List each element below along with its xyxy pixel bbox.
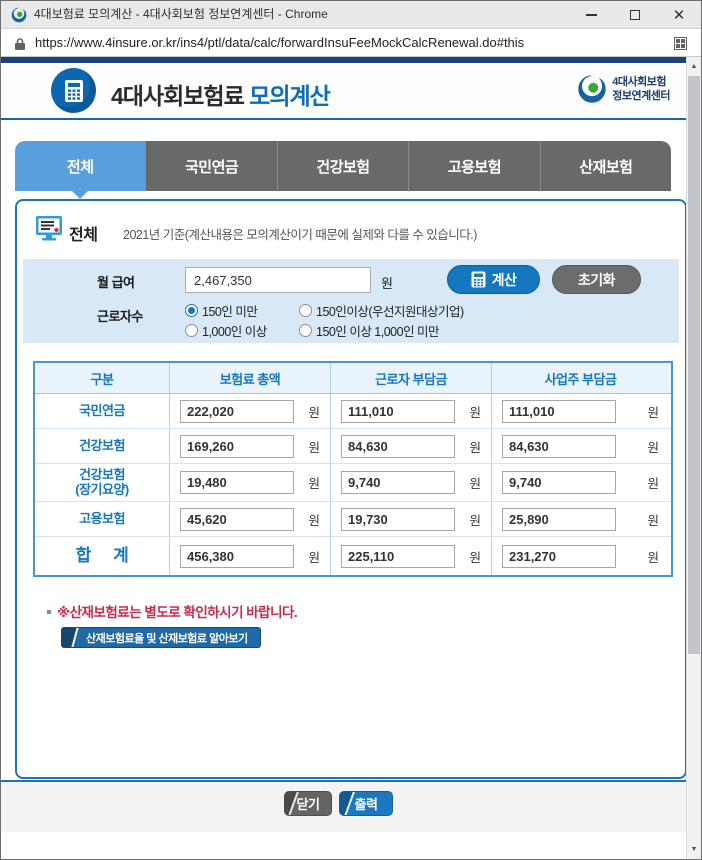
employment-worker-input[interactable] bbox=[341, 507, 455, 531]
pension-total-input[interactable] bbox=[180, 399, 294, 423]
radio-over-1000[interactable]: 1,000인 이상 bbox=[185, 321, 267, 340]
table-header-row: 구분 보험료 총액 근로자 부담금 사업주 부담금 bbox=[35, 363, 671, 394]
pension-worker-input[interactable] bbox=[341, 399, 455, 423]
radio-under-150[interactable]: 150인 미만 bbox=[185, 301, 258, 320]
radio-circle[interactable] bbox=[185, 324, 198, 337]
site-favicon bbox=[11, 7, 27, 23]
care-worker-input[interactable] bbox=[341, 471, 455, 494]
center-logo-icon bbox=[578, 75, 607, 103]
center-logo: 4대사회보험 정보연계센터 bbox=[577, 74, 670, 104]
calc-button-icon bbox=[471, 271, 486, 288]
salary-unit: 원 bbox=[381, 276, 393, 291]
tab-employment-insurance[interactable]: 고용보험 bbox=[408, 141, 540, 191]
apps-grid-icon[interactable] bbox=[674, 37, 687, 50]
radio-circle[interactable] bbox=[185, 304, 198, 317]
minimize-button[interactable] bbox=[569, 1, 613, 29]
care-employer-input[interactable] bbox=[502, 471, 616, 494]
employment-total-input[interactable] bbox=[180, 507, 294, 531]
url-bar[interactable]: https://www.4insure.or.kr/ins4/ptl/data/… bbox=[1, 30, 701, 57]
sanjae-notice: ※산재보험료는 별도로 확인하시기 바랍니다. bbox=[57, 605, 298, 620]
scroll-up-arrow-icon[interactable]: ▲ bbox=[690, 63, 698, 70]
radio-150-to-1000[interactable]: 150인 이상 1,000인 미만 bbox=[299, 321, 440, 340]
health-employer-input[interactable] bbox=[502, 434, 616, 458]
insurance-tabs: 전체 국민연금 건강보험 고용보험 산재보험 bbox=[15, 141, 672, 199]
sum-employer-input[interactable] bbox=[502, 544, 616, 568]
section-note: 2021년 기준(계산내용은 모의계산이기 때문에 실제와 다를 수 있습니다.… bbox=[123, 228, 477, 242]
top-navy-bar bbox=[1, 57, 686, 63]
sum-worker-input[interactable] bbox=[341, 544, 455, 568]
active-tab-pointer bbox=[72, 191, 89, 199]
input-panel: 월 급여 원 계산 초기화 근로자수 bbox=[23, 259, 679, 343]
tab-health-insurance[interactable]: 건강보험 bbox=[276, 141, 409, 191]
lock-icon bbox=[15, 38, 25, 50]
table-row-employment: 고용보험 원 원 원 bbox=[35, 502, 671, 537]
url-text[interactable]: https://www.4insure.or.kr/ins4/ptl/data/… bbox=[35, 35, 525, 50]
page-title-accent: 모의계산 bbox=[249, 83, 331, 109]
print-button[interactable]: 출력 bbox=[339, 791, 393, 816]
notice-bullet bbox=[47, 610, 51, 614]
reset-button[interactable]: 초기화 bbox=[552, 265, 641, 294]
premium-table: 구분 보험료 총액 근로자 부담금 사업주 부담금 국민연금 원 원 원 건강보… bbox=[33, 361, 673, 577]
site-header: 4대사회보험료 모의계산 4대사회보험 정보연계센터 bbox=[1, 63, 686, 120]
page-content: 4대사회보험료 모의계산 4대사회보험 정보연계센터 전체 국민연금 건강보험 … bbox=[1, 57, 686, 859]
monitor-list-icon bbox=[36, 216, 62, 241]
radio-circle[interactable] bbox=[299, 324, 312, 337]
calculator-logo-icon bbox=[51, 68, 96, 113]
health-worker-input[interactable] bbox=[341, 434, 455, 458]
center-logo-text: 4대사회보험 정보연계센터 bbox=[612, 75, 670, 102]
tab-all[interactable]: 전체 bbox=[15, 141, 146, 199]
page-title-main: 4대사회보험료 bbox=[111, 83, 245, 109]
sanjae-info-button[interactable]: 산재보험료율 및 산재보험료 알아보기 bbox=[61, 627, 261, 648]
table-row-total: 합 계 원 원 원 bbox=[35, 537, 671, 575]
pension-employer-input[interactable] bbox=[502, 399, 616, 423]
scroll-down-arrow-icon[interactable]: ▼ bbox=[690, 846, 698, 853]
health-total-input[interactable] bbox=[180, 434, 294, 458]
salary-label: 월 급여 bbox=[97, 275, 135, 290]
maximize-button[interactable] bbox=[613, 1, 657, 29]
care-total-input[interactable] bbox=[180, 471, 294, 494]
close-button[interactable]: 닫기 bbox=[284, 791, 332, 816]
salary-input[interactable] bbox=[185, 267, 371, 293]
calculate-button[interactable]: 계산 bbox=[447, 265, 540, 294]
titlebar: 4대보험료 모의계산 - 4대사회보험 정보연계센터 - Chrome ✕ bbox=[1, 1, 701, 29]
tab-industrial-accident[interactable]: 산재보험 bbox=[539, 141, 672, 191]
section-title: 전체 bbox=[69, 227, 98, 244]
table-row-national-pension: 국민연금 원 원 원 bbox=[35, 394, 671, 429]
employment-employer-input[interactable] bbox=[502, 507, 616, 531]
footer-divider bbox=[1, 780, 686, 782]
scrollbar-thumb[interactable] bbox=[688, 76, 700, 654]
sum-total-input[interactable] bbox=[180, 544, 294, 568]
calc-panel: 전체 2021년 기준(계산내용은 모의계산이기 때문에 실제와 다를 수 있습… bbox=[15, 199, 686, 779]
table-row-longterm-care: 건강보험(장기요양) 원 원 원 bbox=[35, 464, 671, 502]
close-window-button[interactable]: ✕ bbox=[672, 6, 686, 24]
window-title: 4대보험료 모의계산 - 4대사회보험 정보연계센터 - Chrome bbox=[34, 7, 328, 21]
page-title: 4대사회보험료 모의계산 bbox=[111, 77, 331, 111]
radio-over-150-priority[interactable]: 150인이상(우선지원대상기업) bbox=[299, 301, 464, 320]
vertical-scrollbar[interactable]: ▲ ▼ bbox=[686, 57, 701, 859]
footer: 닫기 출력 bbox=[1, 782, 686, 832]
radio-circle[interactable] bbox=[299, 304, 312, 317]
table-row-health: 건강보험 원 원 원 bbox=[35, 429, 671, 464]
workers-label: 근로자수 bbox=[97, 309, 143, 324]
tab-national-pension[interactable]: 국민연금 bbox=[145, 141, 277, 191]
